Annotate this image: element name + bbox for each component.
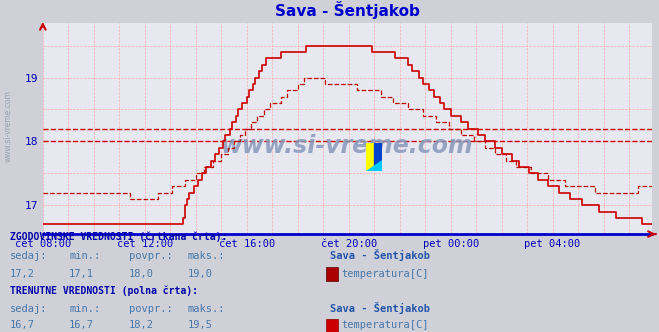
Text: min.:: min.: [69, 304, 100, 314]
Text: 16,7: 16,7 [10, 320, 35, 330]
Text: 19,5: 19,5 [188, 320, 213, 330]
Polygon shape [366, 160, 382, 171]
Text: 17,1: 17,1 [69, 269, 94, 279]
Text: temperatura[C]: temperatura[C] [341, 269, 429, 279]
Text: povpr.:: povpr.: [129, 251, 172, 261]
Text: sedaj:: sedaj: [10, 251, 47, 261]
Text: 18,2: 18,2 [129, 320, 154, 330]
Title: Sava - Šentjakob: Sava - Šentjakob [275, 1, 420, 19]
Text: ZGODOVINSKE VREDNOSTI (črtkana črta):: ZGODOVINSKE VREDNOSTI (črtkana črta): [10, 232, 227, 242]
Text: 18,0: 18,0 [129, 269, 154, 279]
Bar [366, 143, 374, 171]
Text: temperatura[C]: temperatura[C] [341, 320, 429, 330]
Text: www.si-vreme.com: www.si-vreme.com [3, 90, 13, 162]
Bar [374, 143, 382, 171]
Text: Sava - Šentjakob: Sava - Šentjakob [330, 249, 430, 261]
Text: 16,7: 16,7 [69, 320, 94, 330]
Text: 17,2: 17,2 [10, 269, 35, 279]
Text: maks.:: maks.: [188, 304, 225, 314]
Text: sedaj:: sedaj: [10, 304, 47, 314]
Text: www.si-vreme.com: www.si-vreme.com [221, 133, 474, 157]
Text: Sava - Šentjakob: Sava - Šentjakob [330, 302, 430, 314]
Text: TRENUTNE VREDNOSTI (polna črta):: TRENUTNE VREDNOSTI (polna črta): [10, 286, 198, 296]
Text: povpr.:: povpr.: [129, 304, 172, 314]
Text: 19,0: 19,0 [188, 269, 213, 279]
Text: min.:: min.: [69, 251, 100, 261]
Text: maks.:: maks.: [188, 251, 225, 261]
